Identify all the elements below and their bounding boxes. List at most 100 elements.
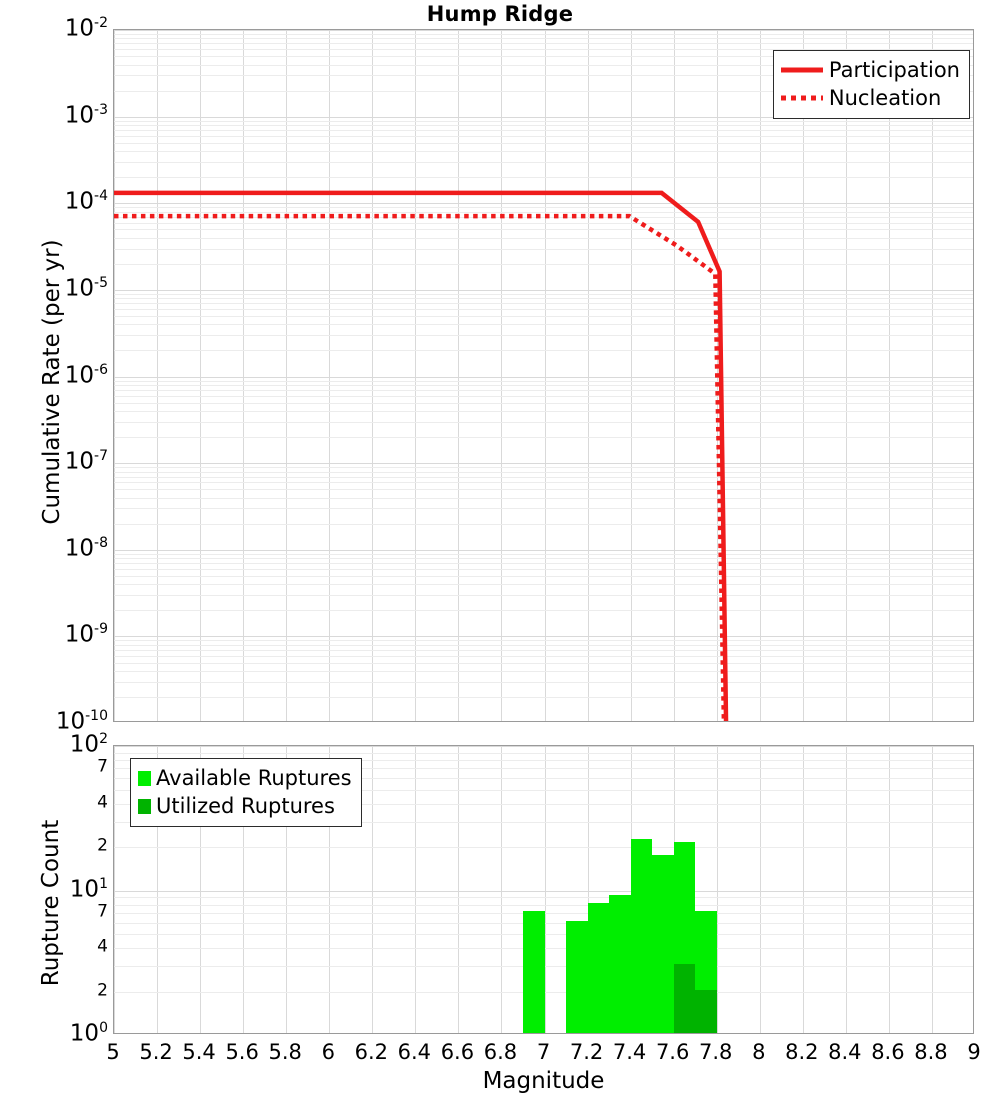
- x-tick-label: 7.2: [569, 1040, 604, 1064]
- gridline-horizontal-minor: [114, 75, 973, 77]
- gridline-vertical: [286, 746, 288, 1033]
- gridline-horizontal: [114, 746, 973, 747]
- rupture-count-panel: Available Ruptures Utilized Ruptures: [113, 745, 974, 1034]
- gridline-horizontal-minor: [114, 222, 973, 224]
- x-axis-title: Magnitude: [482, 1068, 605, 1094]
- gridline-horizontal-minor: [114, 662, 973, 664]
- x-tick-label: 6.2: [354, 1040, 388, 1064]
- gridline-horizontal-minor: [114, 821, 973, 823]
- gridline-horizontal-minor: [114, 752, 973, 754]
- histogram-bar: [609, 746, 631, 1033]
- gridline-vertical: [243, 30, 245, 721]
- gridline-horizontal-minor: [114, 43, 973, 45]
- x-tick-label: 6.6: [440, 1040, 475, 1064]
- legend-item-utilized: Utilized Ruptures: [138, 792, 352, 820]
- gridline-horizontal-minor: [114, 523, 973, 525]
- gridline-horizontal-minor: [114, 563, 973, 565]
- utilized-swatch-icon: [138, 798, 151, 814]
- x-tick-label: 6: [321, 1040, 335, 1064]
- gridline-vertical: [501, 30, 503, 721]
- gridline-horizontal-minor: [114, 384, 973, 386]
- legend-label-participation: Participation: [828, 58, 960, 82]
- gridline-vertical: [630, 30, 632, 721]
- gridline-horizontal-minor: [114, 211, 973, 213]
- rupture-y-axis-title: Rupture Count: [38, 819, 64, 987]
- gridline-vertical: [458, 30, 460, 721]
- gridline-horizontal-minor: [114, 402, 973, 404]
- gridline-vertical: [372, 30, 374, 721]
- legend-item-available: Available Ruptures: [138, 764, 352, 792]
- gridline-horizontal-minor: [114, 497, 973, 499]
- gridline-horizontal-minor: [114, 760, 973, 761]
- gridline-horizontal-minor: [114, 644, 973, 646]
- y-tick-label-minor: 2: [97, 835, 108, 856]
- mfd-curves: [114, 190, 729, 721]
- gridline-horizontal-minor: [114, 670, 973, 672]
- gridline-vertical: [759, 746, 761, 1033]
- gridline-horizontal-minor: [114, 207, 973, 209]
- gridline-vertical: [329, 30, 331, 721]
- gridline-horizontal: [114, 376, 973, 378]
- gridline-vertical: [286, 30, 288, 721]
- gridline-horizontal-minor: [114, 395, 973, 397]
- bar-available: [587, 902, 610, 1033]
- gridline-vertical: [845, 30, 847, 721]
- gridline-horizontal-minor: [114, 584, 973, 586]
- gridline-horizontal-minor: [114, 216, 973, 218]
- gridline-vertical: [544, 746, 546, 1033]
- gridline-vertical: [932, 746, 933, 1033]
- bar-utilized: [695, 989, 717, 1033]
- gridline-horizontal-minor: [114, 38, 973, 40]
- available-swatch-icon: [138, 770, 151, 786]
- gridline-horizontal: [114, 116, 973, 118]
- y-tick-label: 10-7: [64, 447, 108, 475]
- x-tick-label: 7.6: [655, 1040, 690, 1064]
- mfd-legend: Participation Nucleation: [772, 50, 970, 119]
- x-tick-label: 8: [752, 1040, 766, 1064]
- x-tick-label: 5.8: [268, 1040, 302, 1064]
- legend-label-utilized: Utilized Ruptures: [156, 794, 335, 818]
- curve-participation: [114, 190, 729, 721]
- gridline-vertical: [458, 746, 460, 1033]
- y-tick-label: 101: [69, 875, 108, 902]
- y-tick-label-minor: 2: [97, 980, 108, 1000]
- gridline-horizontal-minor: [114, 553, 973, 555]
- bar-utilized: [673, 964, 696, 1033]
- y-tick-label: 10-3: [64, 101, 108, 129]
- gridline-vertical: [114, 746, 115, 1033]
- gridline-horizontal-minor: [114, 298, 973, 300]
- gridline-horizontal-minor: [114, 350, 973, 352]
- x-tick-label: 5: [106, 1040, 120, 1064]
- mfd-panel: Participation Nucleation: [113, 29, 974, 722]
- gridline-horizontal-minor: [114, 489, 973, 491]
- x-tick-label: 5.2: [139, 1040, 173, 1064]
- rupture-bars: [114, 746, 973, 1033]
- gridline-horizontal-minor: [114, 120, 973, 122]
- y-tick-label: 100: [69, 1019, 108, 1047]
- gridline-horizontal: [114, 636, 973, 638]
- gridline-vertical: [243, 746, 245, 1033]
- gridline-horizontal-minor: [114, 34, 973, 35]
- gridline-horizontal-minor: [114, 610, 973, 612]
- x-tick-label: 8.2: [785, 1040, 819, 1064]
- gridline-horizontal: [114, 463, 973, 465]
- gridline-horizontal-minor: [114, 161, 973, 163]
- bar-available: [652, 855, 674, 1033]
- histogram-bar: [587, 746, 610, 1033]
- y-tick-label: 10-5: [64, 274, 108, 302]
- gridline-horizontal: [114, 890, 973, 892]
- gridline-horizontal-minor: [114, 421, 973, 423]
- y-tick-label: 10-9: [64, 621, 108, 648]
- gridline-vertical: [802, 746, 804, 1033]
- gridline-horizontal-minor: [114, 640, 973, 642]
- gridline-vertical: [114, 30, 115, 721]
- gridline-horizontal: [114, 549, 973, 551]
- gridline-horizontal-minor: [114, 476, 973, 478]
- x-tick-label: 8.6: [871, 1040, 905, 1064]
- gridline-vertical: [587, 746, 589, 1033]
- gridline-vertical: [544, 30, 546, 721]
- gridline-horizontal-minor: [114, 649, 973, 651]
- y-tick-label-minor: 4: [97, 792, 108, 812]
- gridline-horizontal-minor: [114, 151, 973, 153]
